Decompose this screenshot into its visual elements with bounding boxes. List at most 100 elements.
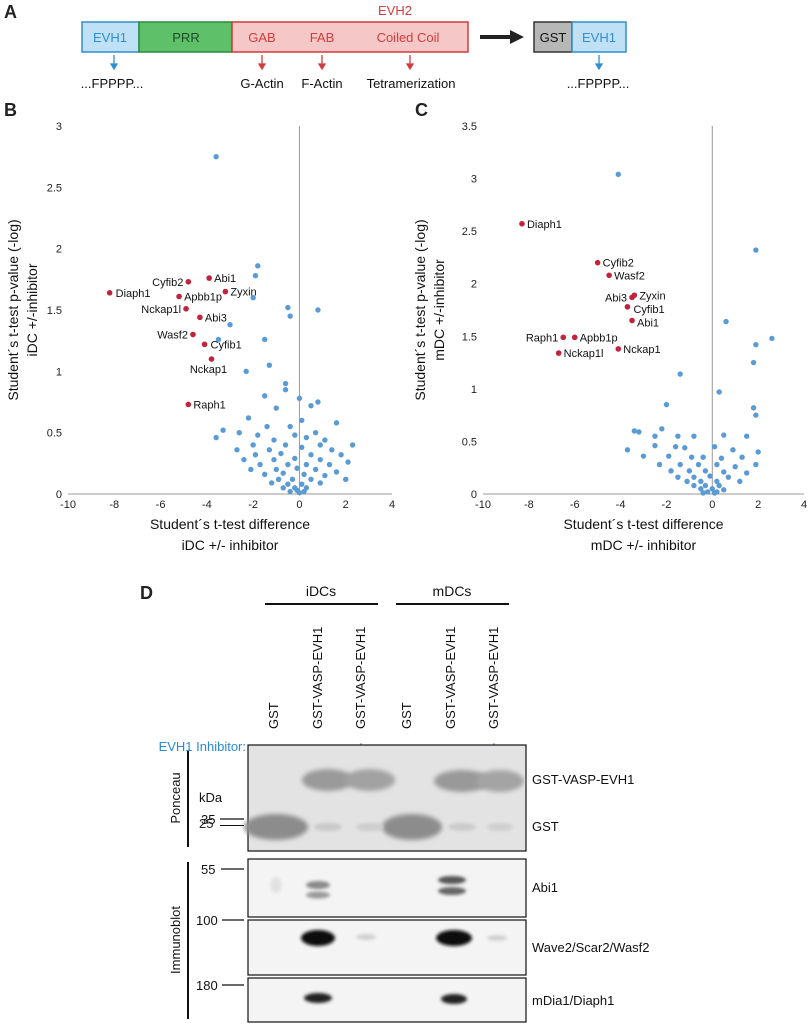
point-label-zyxin: Zyxin <box>230 287 256 299</box>
scatter-point <box>675 433 681 439</box>
scatter-point <box>725 474 732 480</box>
wave2-panel <box>247 919 527 976</box>
y-axis-title-c: Student´s t-test p-value (-log) <box>412 219 428 400</box>
point-label-nckap1: Nckap1 <box>623 344 660 356</box>
point-label-apbb1p: Apbb1p <box>580 332 618 344</box>
band-ponceau-gst-lane1 <box>244 814 308 840</box>
x-tick-label: -2 <box>662 499 672 511</box>
point-label-raph1: Raph1 <box>526 332 558 344</box>
scatter-point <box>289 476 296 482</box>
scatter-point <box>652 433 658 439</box>
point-label-abi3: Abi3 <box>205 312 227 324</box>
band-abi1-lane5-upper <box>438 876 466 884</box>
scatter-point <box>349 442 356 448</box>
scatter-point <box>755 449 761 455</box>
scatter-point <box>268 480 275 486</box>
scatter-point <box>285 481 291 487</box>
band-ponceau-evh1-lane2 <box>302 769 354 791</box>
scatter-point <box>753 461 759 468</box>
scatter-point <box>695 461 702 468</box>
scatter-point <box>257 461 263 468</box>
scatter-point <box>299 444 305 451</box>
scatter-point <box>317 480 323 486</box>
prr-domain <box>138 21 233 53</box>
lane-label-gst-1: GST <box>266 702 281 729</box>
highlighted-point-cyfib2 <box>594 259 601 266</box>
x-tick-label: -10 <box>60 499 76 511</box>
highlighted-point-nckap1 <box>208 356 215 362</box>
band-wave2-lane3 <box>356 934 376 940</box>
construct-evh1-domain <box>571 21 627 53</box>
scatter-point <box>250 442 256 448</box>
lane-label-gst-vasp-evh1-4: GST-VASP-EVH1 <box>486 627 501 729</box>
scatter-point <box>287 423 293 430</box>
scatter-point <box>750 359 757 366</box>
band-wave2-lane5 <box>436 930 472 946</box>
mdia1-panel <box>247 977 527 1023</box>
scatter-point <box>317 442 323 448</box>
scatter-point <box>688 454 695 460</box>
x-tick-label: 0 <box>296 499 302 511</box>
panel-letter-c: C <box>415 100 428 120</box>
highlighted-point-cyfib2 <box>185 278 192 285</box>
scatter-point <box>264 423 270 430</box>
y-tick-label: 2.5 <box>462 226 477 238</box>
x-axis-subtitle-b: iDC +/- inhibitor <box>182 537 279 553</box>
scatter-point <box>721 469 727 475</box>
x-tick-label: 4 <box>801 499 807 511</box>
scatter-point <box>301 488 307 495</box>
scatter-point <box>691 433 697 439</box>
y-tick-label: 0.5 <box>47 428 62 440</box>
scatter-point <box>666 453 672 459</box>
band-abi1-lane5-lower <box>438 887 466 895</box>
scatter-point <box>769 335 775 342</box>
evh1-domain-label: EVH1 <box>93 30 127 45</box>
x-tick-label: -4 <box>616 499 626 511</box>
highlighted-point-abi1 <box>629 317 635 324</box>
x-axis-title-c: Student´s t-test difference <box>563 516 723 532</box>
x-tick-label: -10 <box>475 499 491 511</box>
coiled-coil-domain-label: Coiled Coil <box>377 30 440 45</box>
lane-label-gst-vasp-evh1-2: GST-VASP-EVH1 <box>353 627 368 729</box>
scatter-point <box>711 443 718 450</box>
scatter-point <box>280 485 286 491</box>
western-blot: iDCs mDCs GST GST-VASP-EVH1 GST-VASP-EVH… <box>159 583 650 1023</box>
scatter-point <box>282 380 289 387</box>
scatter-point <box>721 487 727 493</box>
scatter-point <box>631 428 638 434</box>
highlighted-point-nckap1l <box>183 305 189 312</box>
scatter-point <box>333 420 340 426</box>
scatter-point <box>343 476 349 482</box>
band-mdia1-lane2 <box>304 993 332 1003</box>
scatter-point <box>243 368 249 375</box>
highlighted-point-apbb1p <box>571 334 578 341</box>
evh2-label: EVH2 <box>378 3 412 18</box>
immunoblot-label: Immunoblot <box>168 906 183 974</box>
scatter-point <box>636 429 642 435</box>
highlighted-point-raph1 <box>560 334 567 341</box>
highlighted-point-wasf2 <box>190 331 196 338</box>
coiled-coil-arrow-icon <box>405 55 415 71</box>
scatter-point <box>750 405 757 411</box>
kda-label: kDa <box>199 790 223 805</box>
y-tick-label: 0 <box>56 489 62 501</box>
inhibitor-label: EVH1 Inhibitor: <box>159 739 246 754</box>
scatter-point <box>252 452 259 458</box>
scatter-point <box>241 456 247 463</box>
point-label-cyfib2: Cyfib2 <box>603 258 634 270</box>
scatter-point <box>677 371 683 377</box>
abi1-panel <box>247 858 527 918</box>
scatter-point <box>732 463 738 470</box>
y-tick-label: 2.5 <box>47 182 62 194</box>
lane-label-gst-vasp-evh1-3: GST-VASP-EVH1 <box>443 627 458 729</box>
scatter-point <box>255 432 261 438</box>
scatter-point <box>711 490 718 496</box>
x-tick-label: 0 <box>709 499 715 511</box>
scatter-point <box>322 437 328 443</box>
right-label-abi1: Abi1 <box>532 880 558 895</box>
scatter-point <box>282 387 289 393</box>
scatter-point <box>329 447 335 453</box>
scatter-point <box>287 313 293 319</box>
scatter-point <box>278 450 284 457</box>
gst-domain <box>533 21 573 53</box>
